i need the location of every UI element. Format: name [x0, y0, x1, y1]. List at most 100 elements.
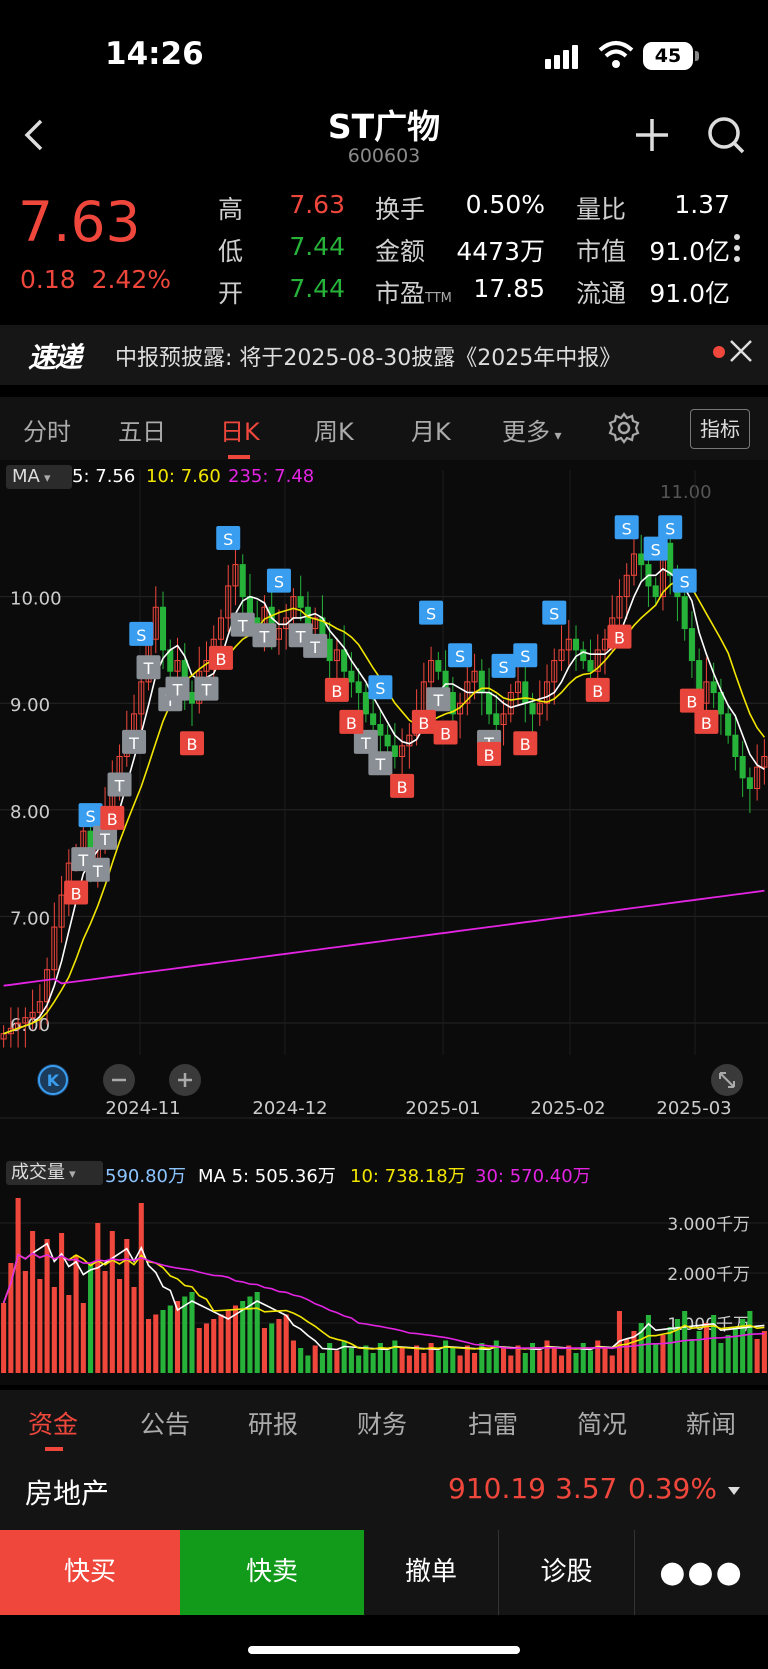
tab-news[interactable]: 新闻 [686, 1410, 737, 1439]
diagnose-button[interactable]: 诊股 [499, 1530, 635, 1615]
gear-icon[interactable] [608, 412, 640, 444]
t-marker [353, 729, 378, 754]
t-marker-label: T [92, 862, 103, 881]
volume-bar [602, 1348, 608, 1373]
volume-selector[interactable]: 成交量 ▾ [6, 1161, 103, 1185]
stat-label: 量比 [576, 195, 627, 224]
buy-marker-label: B [484, 746, 495, 765]
candle-body [152, 606, 159, 640]
news-text[interactable]: 中报预披露: 将于2025-08-30披露《2025年中报》 [115, 346, 622, 371]
volume-bar [211, 1319, 217, 1373]
volume-bar [486, 1350, 492, 1373]
candle-body [232, 564, 239, 587]
zoom-in-button[interactable] [169, 1064, 201, 1096]
sell-marker-label: S [85, 807, 95, 826]
volume-bar [406, 1355, 412, 1373]
quick-buy-button[interactable]: 快买 [0, 1530, 180, 1615]
cancel-order-button[interactable]: 撤单 [364, 1530, 499, 1615]
close-icon[interactable] [729, 339, 753, 363]
t-marker-label: T [143, 659, 154, 678]
tab-research[interactable]: 研报 [248, 1410, 299, 1439]
home-indicator [248, 1646, 520, 1654]
buy-marker-label: B [418, 714, 429, 733]
candlestick-chart[interactable]: 10.009.008.007.006.0011.00SSSSSSSSSSSSSS… [0, 460, 768, 1120]
news-banner[interactable] [0, 325, 768, 385]
volume-bar [638, 1323, 644, 1373]
volume-bar [522, 1353, 528, 1373]
volume-bar [80, 1303, 86, 1373]
volume-bar [689, 1339, 695, 1373]
t-marker-label: T [309, 638, 320, 657]
zoom-out-button[interactable] [103, 1064, 135, 1096]
tab-profile[interactable]: 简况 [577, 1410, 628, 1439]
volume-bar [312, 1345, 318, 1373]
buy-marker [411, 709, 436, 734]
ma-selector[interactable]: MA ▾ [6, 465, 72, 489]
industry-row[interactable] [0, 1460, 768, 1530]
unread-dot [713, 346, 725, 358]
stat-value: 17.85 [473, 274, 545, 303]
volume-bar [153, 1314, 159, 1373]
t-marker [165, 676, 190, 701]
buy-marker [339, 709, 364, 734]
candle-body [717, 692, 724, 715]
indicator-button[interactable]: 指标 [690, 409, 750, 449]
volume-bar [754, 1339, 760, 1373]
buy-marker-label: B [701, 714, 712, 733]
candle-body [348, 670, 355, 683]
tab-five-day[interactable]: 五日 [118, 418, 166, 446]
t-marker-label: T [164, 691, 175, 710]
more-actions-button[interactable]: ●●● [635, 1530, 768, 1615]
back-icon[interactable] [15, 115, 55, 155]
tab-daily-k[interactable]: 日K [220, 418, 260, 446]
volume-bar [160, 1310, 166, 1373]
candle-body [536, 702, 543, 715]
period-tabs [0, 397, 768, 460]
tab-monthly-k[interactable]: 月K [411, 418, 451, 446]
candle-body [739, 756, 746, 779]
volume-bar [493, 1340, 499, 1373]
k-logo-icon[interactable]: K [37, 1064, 69, 1096]
candle-body [638, 553, 645, 566]
caret-down-icon: ▾ [39, 471, 51, 486]
volume-bar [624, 1339, 630, 1373]
candle-body [174, 660, 181, 672]
sell-marker [216, 525, 241, 550]
ma235-line [3, 889, 765, 987]
volume-bar [464, 1345, 470, 1373]
volume-bar [283, 1314, 289, 1373]
sell-marker [448, 643, 473, 668]
chart-area[interactable] [0, 460, 768, 1385]
candle-body [428, 660, 435, 683]
date-axis-label: 2025-02 [530, 1098, 605, 1119]
stat-value: 1.37 [674, 190, 730, 219]
sell-marker-label: S [651, 541, 661, 560]
add-watchlist-icon[interactable] [633, 116, 671, 154]
candle-body [710, 681, 717, 694]
tab-announcements[interactable]: 公告 [140, 1410, 191, 1439]
quick-sell-button[interactable]: 快卖 [180, 1530, 364, 1615]
stat-value: 0.50% [465, 190, 545, 219]
volume-axis-label: 3.000千万 [667, 1215, 750, 1235]
tab-more[interactable]: 更多 ▾ [502, 418, 562, 446]
sell-marker [513, 643, 538, 668]
candle-body [558, 649, 565, 662]
fullscreen-icon[interactable] [711, 1064, 743, 1096]
more-icon[interactable] [733, 233, 741, 263]
tab-capital[interactable]: 资金 [28, 1410, 79, 1439]
buy-marker-label: B [686, 693, 697, 712]
search-icon[interactable] [706, 115, 746, 155]
volume-bar [73, 1255, 79, 1373]
tab-weekly-k[interactable]: 周K [314, 418, 354, 446]
tab-intraday[interactable]: 分时 [23, 418, 71, 446]
tab-risk-scan[interactable]: 扫雷 [468, 1410, 519, 1439]
volume-bar [1, 1303, 7, 1373]
tab-financials[interactable]: 财务 [357, 1410, 408, 1439]
volume-bar [131, 1287, 137, 1373]
sell-marker-label: S [680, 573, 690, 592]
expand-icon[interactable] [728, 1487, 740, 1495]
volume-bar [399, 1348, 405, 1373]
industry-name: 房地产 [25, 1477, 110, 1510]
vol-ma10-legend: 10: 738.18万 [350, 1166, 466, 1187]
